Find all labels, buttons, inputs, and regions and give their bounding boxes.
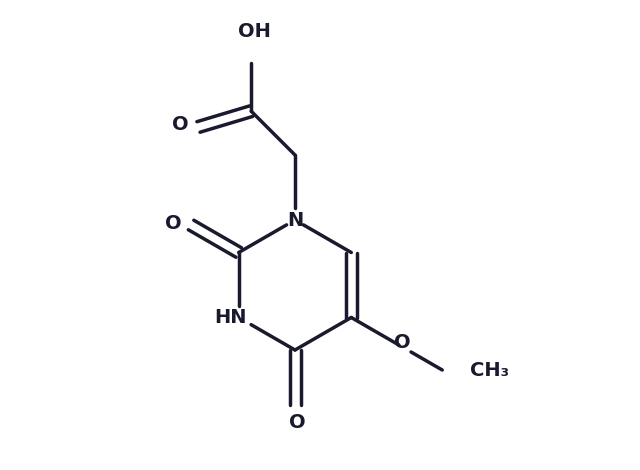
Text: O: O <box>164 213 181 233</box>
Text: O: O <box>172 116 189 134</box>
Text: CH₃: CH₃ <box>470 360 509 379</box>
Text: N: N <box>287 211 303 229</box>
Text: O: O <box>394 332 410 352</box>
Text: HN: HN <box>214 308 247 327</box>
Text: O: O <box>289 414 305 432</box>
Text: OH: OH <box>237 22 271 41</box>
